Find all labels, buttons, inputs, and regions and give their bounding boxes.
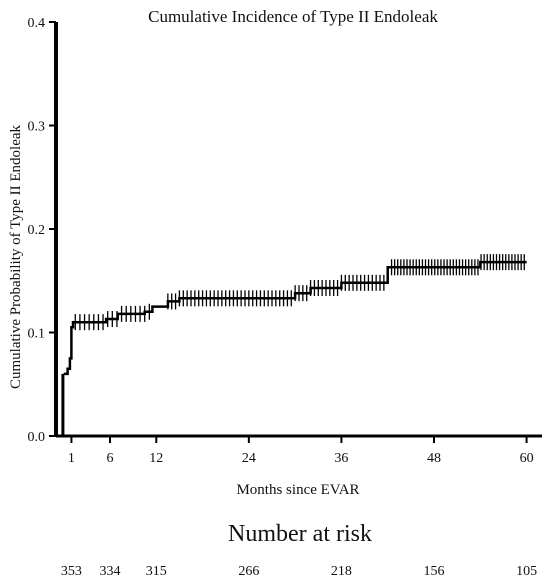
x-tick-label: 48 bbox=[427, 451, 441, 466]
x-tick-label: 6 bbox=[107, 451, 114, 466]
x-tick-label: 36 bbox=[334, 451, 348, 466]
risk-count: 105 bbox=[516, 564, 537, 579]
y-tick-label: 0.2 bbox=[28, 223, 46, 238]
y-tick-label: 0.0 bbox=[28, 430, 46, 445]
x-axis-label: Months since EVAR bbox=[236, 482, 359, 498]
plot-area bbox=[61, 254, 527, 436]
risk-count: 218 bbox=[331, 564, 352, 579]
km-curve bbox=[63, 260, 527, 376]
y-tick-group: 0.0 0.1 0.2 0.3 0.4 bbox=[28, 16, 56, 445]
y-tick-label: 0.1 bbox=[28, 327, 46, 342]
x-tick-label: 1 bbox=[68, 451, 75, 466]
y-tick-label: 0.3 bbox=[28, 120, 46, 135]
x-tick-group: 1 6 12 24 36 48 60 bbox=[68, 436, 534, 466]
y-axis-label: Cumulative Probability of Type II Endole… bbox=[8, 124, 24, 389]
risk-count: 353 bbox=[61, 564, 82, 579]
risk-count: 266 bbox=[238, 564, 259, 579]
chart-title: Cumulative Incidence of Type II Endoleak bbox=[148, 7, 438, 26]
initial-censor-block bbox=[61, 373, 65, 436]
x-tick-label: 12 bbox=[149, 451, 163, 466]
x-tick-label: 60 bbox=[520, 451, 534, 466]
risk-count: 334 bbox=[100, 564, 121, 579]
y-axis: 0.0 0.1 0.2 0.3 0.4 bbox=[28, 16, 58, 445]
x-axis: 1 6 12 24 36 48 60 bbox=[56, 434, 542, 466]
risk-table-title: Number at risk bbox=[228, 521, 372, 547]
risk-count: 156 bbox=[424, 564, 445, 579]
x-tick-label: 24 bbox=[242, 451, 256, 466]
y-tick-label: 0.4 bbox=[28, 16, 46, 31]
risk-count: 315 bbox=[146, 564, 167, 579]
risk-table-row: 353 334 315 266 218 156 105 bbox=[61, 564, 537, 579]
